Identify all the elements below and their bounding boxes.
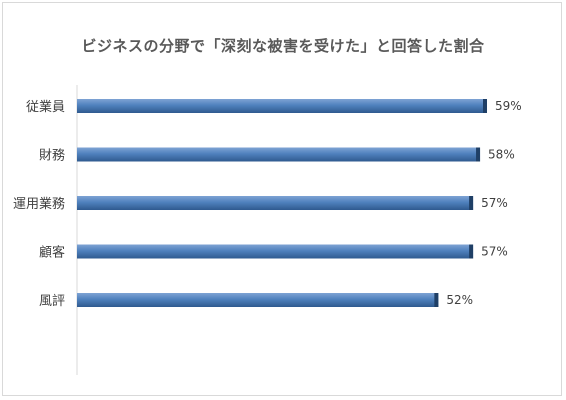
category-label-3: 運用業務 xyxy=(13,196,65,212)
bar-end-cap-2 xyxy=(476,147,481,162)
chart-title: ビジネスの分野で「深刻な被害を受けた」と回答した割合 xyxy=(81,37,485,55)
value-label-2: 58% xyxy=(488,148,515,162)
category-label-5: 風評 xyxy=(39,294,65,309)
category-label-2: 財務 xyxy=(39,149,65,164)
category-label-1: 従業員 xyxy=(26,99,65,115)
value-label-5: 52% xyxy=(446,293,473,307)
bars-group: 従業員 59% 財務 58% 運用業務 57% 顧客 57% 風評 52% xyxy=(13,99,522,309)
bar-5 xyxy=(77,293,439,307)
bar-2 xyxy=(77,147,481,162)
value-label-1: 59% xyxy=(495,99,522,113)
bar-end-cap-1 xyxy=(483,99,487,113)
bar-end-cap-5 xyxy=(434,293,439,307)
bar-3 xyxy=(77,196,474,210)
value-label-4: 57% xyxy=(481,245,508,259)
value-label-3: 57% xyxy=(481,196,508,210)
bar-4 xyxy=(77,244,474,259)
bar-1 xyxy=(77,99,487,113)
bar-end-cap-4 xyxy=(469,244,474,259)
bar-end-cap-3 xyxy=(469,196,474,210)
category-label-4: 顧客 xyxy=(39,245,65,261)
